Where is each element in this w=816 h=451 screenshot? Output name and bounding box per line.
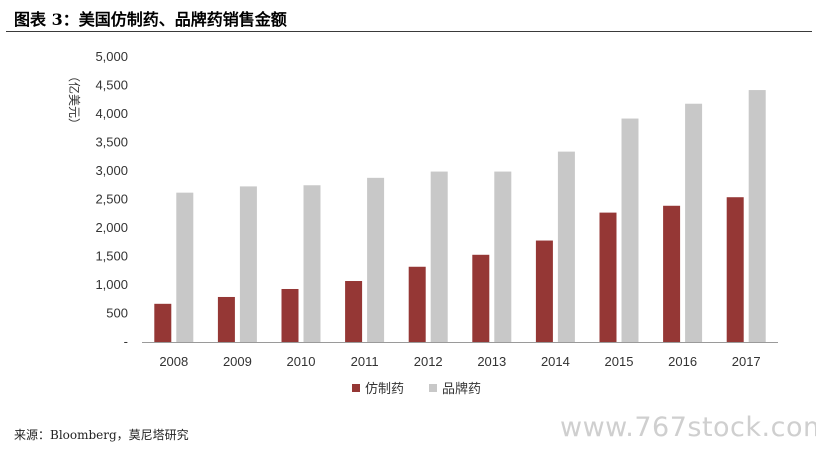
x-tick-label: 2015 xyxy=(605,354,634,369)
y-tick-label: 4,500 xyxy=(95,78,128,93)
bar-brand-2015 xyxy=(621,118,639,342)
title-divider xyxy=(6,31,812,32)
y-tick-label: 500 xyxy=(106,306,128,321)
x-tick-label: 2009 xyxy=(223,354,252,369)
legend-swatch xyxy=(429,384,437,392)
y-tick-label: 1,500 xyxy=(95,249,128,264)
y-tick-label: 4,000 xyxy=(95,106,128,121)
bar-generic-2009 xyxy=(217,296,235,342)
bar-brand-2013 xyxy=(494,171,512,342)
bar-generic-2010 xyxy=(281,288,299,342)
legend-swatch xyxy=(352,384,360,392)
bar-generic-2015 xyxy=(599,212,617,342)
x-tick-label: 2016 xyxy=(668,354,697,369)
bar-generic-2013 xyxy=(472,254,490,342)
bar-generic-2012 xyxy=(408,266,426,342)
source-note: 来源：Bloomberg，莫尼塔研究 xyxy=(14,428,189,442)
y-tick-label: 2,500 xyxy=(95,192,128,207)
y-tick-label: 1,000 xyxy=(95,277,128,292)
bar-brand-2011 xyxy=(367,177,385,342)
y-tick-label: 2,000 xyxy=(95,220,128,235)
bar-generic-2014 xyxy=(535,240,553,342)
y-axis-label: （亿美元） xyxy=(67,70,82,130)
bar-generic-2008 xyxy=(154,303,172,342)
bar-brand-2009 xyxy=(239,186,257,342)
watermark: www.767stock.com xyxy=(560,412,816,443)
x-tick-label: 2010 xyxy=(287,354,316,369)
legend-label: 仿制药 xyxy=(365,382,404,397)
x-tick-label: 2013 xyxy=(477,354,506,369)
bar-brand-2017 xyxy=(748,90,766,342)
x-tick-label: 2012 xyxy=(414,354,443,369)
bar-brand-2014 xyxy=(557,151,575,342)
bar-generic-2011 xyxy=(345,281,363,342)
bar-brand-2008 xyxy=(176,192,194,342)
legend-label: 品牌药 xyxy=(442,381,481,397)
y-tick-label: - xyxy=(124,334,128,349)
x-tick-label: 2011 xyxy=(351,354,379,369)
bar-brand-2016 xyxy=(685,103,703,343)
y-tick-label: 5,000 xyxy=(95,49,128,64)
y-tick-label: 3,000 xyxy=(95,163,128,178)
bar-brand-2012 xyxy=(430,171,448,342)
bar-brand-2010 xyxy=(303,185,321,342)
x-tick-label: 2017 xyxy=(732,354,761,369)
figure-title: 图表 3：美国仿制药、品牌药销售金额 xyxy=(14,10,287,29)
x-tick-label: 2014 xyxy=(541,354,570,369)
bar-generic-2016 xyxy=(663,205,681,342)
x-tick-label: 2008 xyxy=(159,354,188,369)
y-tick-label: 3,500 xyxy=(95,135,128,150)
bar-generic-2017 xyxy=(726,197,744,342)
